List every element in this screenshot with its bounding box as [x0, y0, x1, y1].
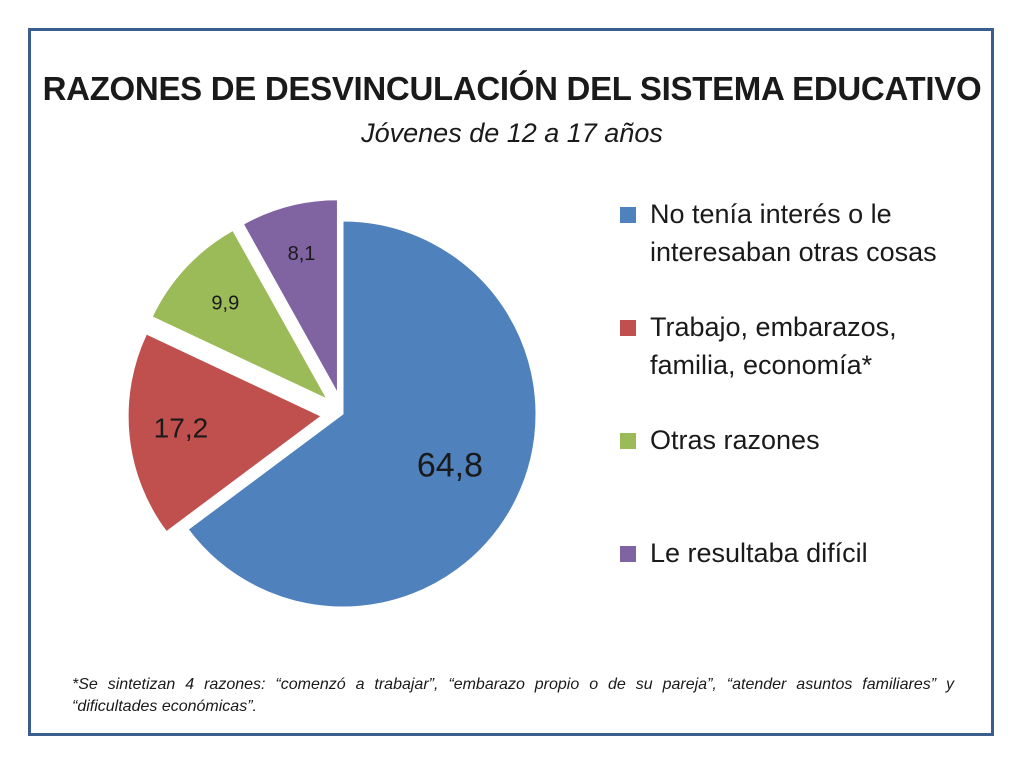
data-label-3: 8,1 [288, 243, 316, 265]
footnote: *Se sintetizan 4 razones: “comenzó a tra… [72, 676, 954, 715]
pie-slice-3 [242, 199, 338, 395]
legend-swatch-2 [620, 433, 636, 449]
data-label-0: 64,8 [417, 447, 483, 485]
legend-swatch-3 [620, 546, 636, 562]
legend-label-3: Le resultaba difícil [650, 538, 868, 568]
data-label-1: 17,2 [154, 413, 209, 444]
pie-slice-0 [187, 220, 537, 608]
legend-label-1: Trabajo, embarazos, familia, economía* [650, 312, 897, 380]
chart-subtitle: Jóvenes de 12 a 17 años [361, 118, 663, 148]
data-label-2: 9,9 [211, 292, 239, 314]
chart-title: RAZONES DE DESVINCULACIÓN DEL SISTEMA ED… [42, 70, 982, 107]
pie-slice-2 [151, 229, 329, 401]
legend-swatch-0 [620, 207, 636, 223]
legend-label-0: No tenía interés o le interesaban otras … [650, 199, 937, 267]
legend-label-2: Otras razones [650, 425, 820, 455]
legend-swatch-1 [620, 320, 636, 336]
pie-slice-1 [127, 333, 323, 533]
